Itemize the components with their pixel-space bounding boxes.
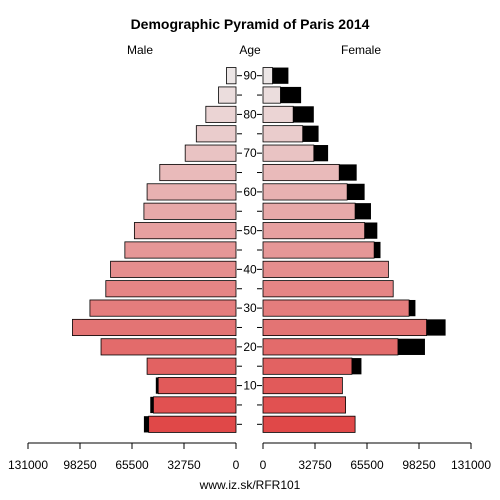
male-bar — [148, 415, 237, 433]
female-bar — [262, 125, 304, 143]
male-header: Male — [127, 43, 153, 57]
female-excess-bar — [293, 106, 314, 123]
male-bar — [205, 105, 237, 123]
male-bar — [153, 396, 237, 414]
female-header: Female — [341, 43, 381, 57]
female-bar — [262, 86, 281, 104]
male-bar — [89, 299, 237, 317]
age-tick-label: 30 — [243, 301, 257, 315]
male-bar — [72, 318, 237, 337]
female-excess-bar — [351, 358, 362, 375]
male-bar — [218, 86, 237, 104]
female-excess-bar — [364, 222, 378, 239]
female-bar — [262, 183, 348, 201]
male-bar — [124, 241, 237, 259]
age-header: Age — [239, 43, 261, 57]
female-excess-bar — [426, 319, 446, 336]
female-bars — [262, 67, 446, 433]
male-x-tick-label: 98250 — [63, 458, 97, 472]
male-bar — [159, 163, 237, 182]
male-bar — [110, 260, 237, 278]
male-bar — [157, 377, 237, 395]
female-excess-bar — [339, 164, 357, 181]
female-bar — [262, 163, 340, 182]
female-x-tick-label: 98250 — [402, 458, 436, 472]
female-x-tick-label: 131000 — [451, 458, 491, 472]
female-bar — [262, 357, 353, 375]
male-bar — [133, 222, 237, 240]
chart-title: Demographic Pyramid of Paris 2014 — [131, 16, 370, 32]
male-x-tick-label: 65500 — [115, 458, 149, 472]
male-x-tick-label: 131000 — [8, 458, 48, 472]
male-bar — [184, 144, 237, 162]
age-tick-label: 60 — [243, 185, 257, 199]
female-excess-bar — [302, 125, 319, 142]
male-excess-bar — [155, 377, 159, 394]
source-footer: www.iz.sk/RFR101 — [199, 478, 301, 492]
female-x-tick-label: 0 — [260, 458, 267, 472]
axes: 131000 98250 65500 32750 0 0 32750 65500 98250 13… — [8, 69, 491, 472]
female-excess-bar — [374, 241, 381, 259]
male-bar — [146, 357, 237, 375]
male-excess-bar — [143, 416, 149, 433]
female-bar — [262, 318, 427, 337]
female-bar — [262, 260, 389, 278]
age-tick-label: 70 — [243, 146, 257, 160]
female-x-tick-label: 65500 — [350, 458, 384, 472]
male-bar — [226, 67, 237, 85]
male-bar — [105, 280, 237, 298]
male-bar — [195, 125, 237, 143]
female-x-tick-label: 32750 — [298, 458, 332, 472]
female-bar — [262, 280, 394, 298]
female-bar — [262, 67, 273, 85]
male-bar — [143, 202, 237, 220]
female-excess-bar — [272, 67, 289, 84]
age-tick-label: 90 — [243, 69, 257, 83]
age-tick-label: 40 — [243, 262, 257, 276]
female-bar — [262, 377, 343, 395]
male-x-tick-label: 0 — [233, 458, 240, 472]
male-bars — [72, 67, 237, 433]
female-bar — [262, 241, 375, 259]
male-bar — [100, 338, 237, 356]
female-bar — [262, 105, 294, 123]
age-tick-label: 80 — [243, 107, 257, 121]
female-excess-bar — [280, 86, 302, 104]
female-bar — [262, 144, 315, 162]
female-bar — [262, 415, 356, 433]
female-bar — [262, 338, 399, 356]
female-bar — [262, 396, 346, 414]
male-x-tick-label: 32750 — [167, 458, 201, 472]
male-excess-bar — [150, 396, 154, 414]
female-excess-bar — [347, 183, 365, 201]
age-tick-label: 10 — [243, 379, 257, 393]
female-bar — [262, 222, 366, 240]
female-excess-bar — [313, 145, 329, 162]
age-tick-label: 50 — [243, 224, 257, 238]
age-tick-label: 20 — [243, 340, 257, 354]
female-excess-bar — [397, 338, 425, 355]
female-excess-bar — [355, 203, 371, 220]
female-bar — [262, 202, 356, 220]
female-excess-bar — [409, 299, 416, 317]
female-bar — [262, 299, 410, 317]
male-bar — [146, 183, 237, 201]
